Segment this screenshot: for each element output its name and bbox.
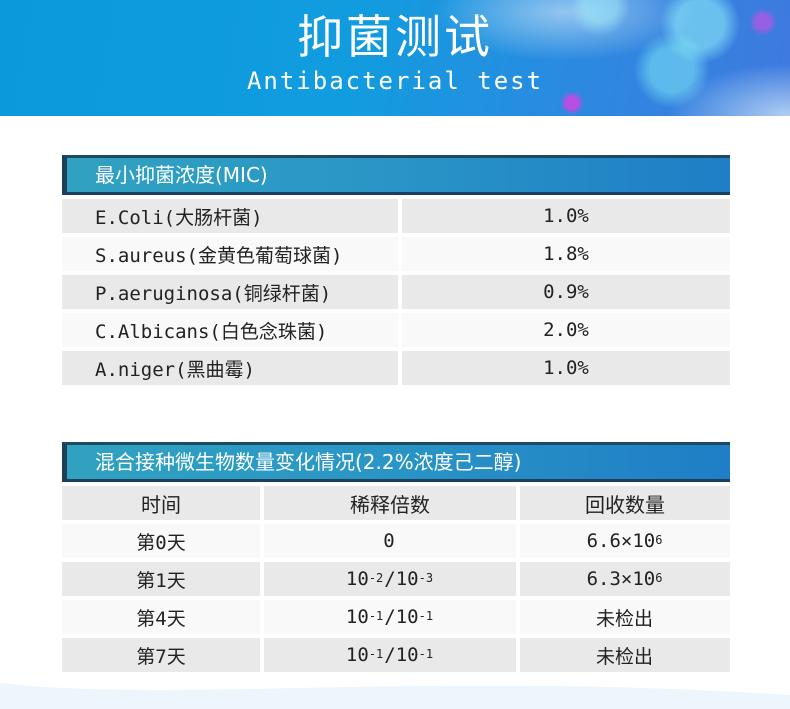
recovery-value: 未检出 (595, 607, 653, 630)
recovery-value: 未检出 (595, 645, 653, 668)
table-row: S.aureus(金黄色葡萄球菌) 1.8% (62, 237, 730, 271)
table-row: 第0天 0 6.6×10 6 (62, 524, 730, 558)
time-cell: 第1天 (62, 562, 260, 596)
recovery-cell: 6.3×10 6 (520, 562, 730, 596)
table-row: C.Albicans(白色念珠菌) 2.0% (62, 313, 730, 347)
dilution-cell: 0 (264, 524, 516, 558)
recovery-cell: 未检出 (520, 638, 730, 672)
dilution-value: 10 (395, 644, 419, 666)
banner: 抑菌测试 Antibacterial test (0, 0, 790, 116)
recovery-cell: 6.6×10 6 (520, 524, 730, 558)
mic-value-cell: 0.9% (402, 275, 730, 309)
mic-value-cell: 1.0% (402, 199, 730, 233)
page-title: 抑菌测试 (297, 10, 493, 64)
recovery-value: 6.6×10 (586, 530, 656, 552)
time-cell: 第0天 (62, 524, 260, 558)
mic-value-cell: 2.0% (402, 313, 730, 347)
organism-cell: C.Albicans(白色念珠菌) (62, 313, 398, 347)
table-row: P.aeruginosa(铜绿杆菌) 0.9% (62, 275, 730, 309)
footer-wave-decoration (0, 683, 790, 709)
dilution-value: 0 (383, 530, 395, 552)
dilution-cell: 10 -1/ 10 -1 (264, 600, 516, 634)
mic-table: 最小抑菌浓度(MIC) E.Coli(大肠杆菌) 1.0% S.aureus(金… (62, 155, 730, 385)
table-row: E.Coli(大肠杆菌) 1.0% (62, 199, 730, 233)
table-row: 第7天 10 -1/ 10 -1 未检出 (62, 638, 730, 672)
organism-cell: S.aureus(金黄色葡萄球菌) (62, 237, 398, 271)
table-row: 第4天 10 -1/ 10 -1 未检出 (62, 600, 730, 634)
column-header-dilution: 稀释倍数 (264, 486, 516, 520)
table-row: 第1天 10 -2/ 10 -3 6.3×10 6 (62, 562, 730, 596)
mic-table-header: 最小抑菌浓度(MIC) (62, 155, 730, 195)
dilution-value: 10 (345, 644, 369, 666)
recovery-value: 6.3×10 (586, 568, 656, 590)
table-row: A.niger(黑曲霉) 1.0% (62, 351, 730, 385)
mic-value-cell: 1.8% (402, 237, 730, 271)
dilution-separator: / (384, 568, 396, 590)
mic-value-cell: 1.0% (402, 351, 730, 385)
dilution-value: 10 (395, 606, 419, 628)
time-cell: 第4天 (62, 600, 260, 634)
dilution-separator: / (384, 606, 396, 628)
dilution-separator: / (384, 644, 396, 666)
dilution-value: 10 (395, 568, 419, 590)
page-subtitle: Antibacterial test (246, 67, 544, 95)
column-header-row: 时间 稀释倍数 回收数量 (62, 486, 730, 520)
dilution-cell: 10 -2/ 10 -3 (264, 562, 516, 596)
dilution-value: 10 (345, 606, 369, 628)
column-header-time: 时间 (62, 486, 260, 520)
time-cell: 第7天 (62, 638, 260, 672)
organism-cell: A.niger(黑曲霉) (62, 351, 398, 385)
column-header-recovery: 回收数量 (520, 486, 730, 520)
recovery-cell: 未检出 (520, 600, 730, 634)
dilution-cell: 10 -1/ 10 -1 (264, 638, 516, 672)
mixed-table: 混合接种微生物数量变化情况(2.2%浓度己二醇) 时间 稀释倍数 回收数量 第0… (62, 442, 730, 672)
organism-cell: P.aeruginosa(铜绿杆菌) (62, 275, 398, 309)
mixed-table-header: 混合接种微生物数量变化情况(2.2%浓度己二醇) (62, 442, 730, 482)
dilution-value: 10 (345, 568, 369, 590)
organism-cell: E.Coli(大肠杆菌) (62, 199, 398, 233)
